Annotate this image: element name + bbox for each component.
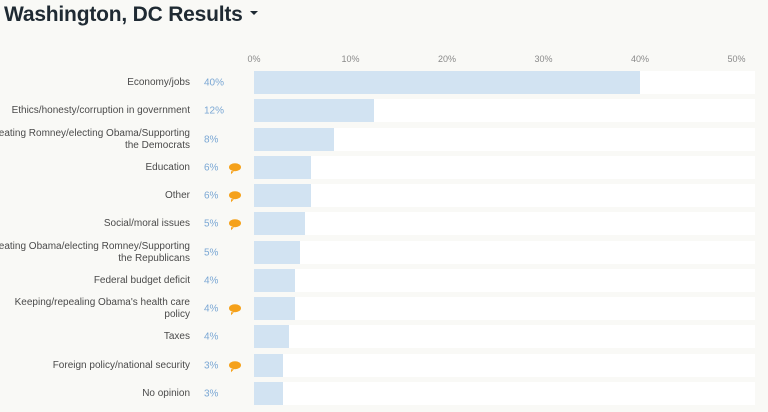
bar	[254, 381, 283, 405]
bar-track[interactable]	[254, 184, 755, 207]
bar	[254, 184, 311, 207]
chart-row: Other 6%	[0, 184, 768, 208]
chart-row: Taxes 4%	[0, 325, 768, 349]
row-label: No opinion	[142, 387, 190, 399]
bar-track[interactable]	[254, 297, 755, 320]
x-axis-tick: 20%	[437, 54, 457, 64]
x-axis-tick: 50%	[727, 54, 746, 64]
row-percent: 3%	[204, 388, 219, 400]
chart-row: Education 6%	[0, 155, 768, 180]
page-title[interactable]: Washington, DC Results	[4, 3, 258, 27]
bar	[254, 99, 374, 123]
row-percent: 4%	[204, 275, 219, 287]
bar-track[interactable]	[254, 268, 755, 292]
bar-track[interactable]	[254, 71, 755, 94]
bar-track[interactable]	[254, 325, 755, 349]
comment-bubble-icon[interactable]	[229, 219, 241, 231]
comment-bubble-icon[interactable]	[229, 304, 241, 316]
row-label: Education	[145, 161, 190, 173]
row-percent: 8%	[204, 134, 219, 145]
row-percent: 5%	[204, 247, 219, 258]
x-axis-ticks: 0% 10% 20% 30% 40% 50%	[0, 54, 768, 66]
bar	[254, 71, 640, 94]
row-label: Other	[164, 190, 190, 201]
row-label: Economy/jobs	[127, 77, 190, 88]
bar-track[interactable]	[254, 99, 755, 123]
chart-row: Beating Romney/electing Obama/Supporting…	[0, 127, 768, 152]
bar-track[interactable]	[254, 212, 755, 236]
comment-bubble-icon[interactable]	[229, 162, 241, 174]
x-axis-tick: 40%	[630, 54, 650, 64]
row-percent: 12%	[204, 105, 225, 117]
row-percent: 4%	[204, 331, 219, 343]
chart-row: Economy/jobs 40%	[0, 71, 768, 95]
comment-bubble-icon[interactable]	[229, 191, 241, 203]
bar-track[interactable]	[254, 353, 755, 377]
comment-bubble-icon[interactable]	[229, 360, 241, 372]
row-label: Taxes	[163, 331, 190, 343]
row-percent: 3%	[204, 360, 219, 371]
row-percent: 40%	[204, 77, 225, 89]
chart-row: Social/moral issues 5%	[0, 212, 768, 236]
row-percent: 5%	[204, 218, 219, 230]
bar	[254, 127, 335, 151]
row-percent: 4%	[204, 303, 219, 315]
chart-row: Beating Obama/electing Romney/Supporting…	[0, 240, 768, 265]
page-title-text: Washington, DC Results	[4, 3, 243, 26]
row-label: Foreign policy/national security	[52, 359, 190, 371]
chart-row: Foreign policy/national security 3%	[0, 353, 768, 378]
row-percent: 6%	[204, 162, 219, 174]
bar-track[interactable]	[254, 381, 755, 405]
row-label: Federal budget deficit	[93, 274, 190, 286]
chart-row: Keeping/repealing Obama's health care po…	[0, 297, 768, 321]
chart-row: Ethics/honesty/corruption in government 1…	[0, 99, 768, 123]
chart-row: Federal budget deficit 4%	[0, 268, 768, 293]
caret-down-icon[interactable]	[249, 11, 258, 16]
bar-track[interactable]	[254, 127, 755, 151]
chart-row: No opinion 3%	[0, 381, 768, 406]
row-label: Social/moral issues	[103, 218, 190, 230]
bar	[254, 155, 311, 179]
bar	[254, 240, 301, 264]
x-axis-tick: 0%	[247, 54, 261, 64]
row-percent: 6%	[204, 190, 219, 202]
row-label: Beating Obama/electing Romney/Supporting…	[0, 240, 190, 264]
row-label: Ethics/honesty/corruption in government	[11, 105, 190, 117]
bar-track[interactable]	[254, 155, 755, 179]
bar	[254, 353, 283, 377]
x-axis-tick: 30%	[534, 54, 553, 64]
row-label: Beating Romney/electing Obama/Supporting…	[0, 127, 190, 151]
bar	[254, 268, 295, 292]
bar	[254, 212, 306, 236]
bar-track[interactable]	[254, 240, 755, 264]
bar	[254, 297, 295, 320]
bar	[254, 325, 289, 349]
x-axis-tick: 10%	[341, 54, 360, 64]
row-label: Keeping/repealing Obama's health care po…	[14, 297, 190, 320]
